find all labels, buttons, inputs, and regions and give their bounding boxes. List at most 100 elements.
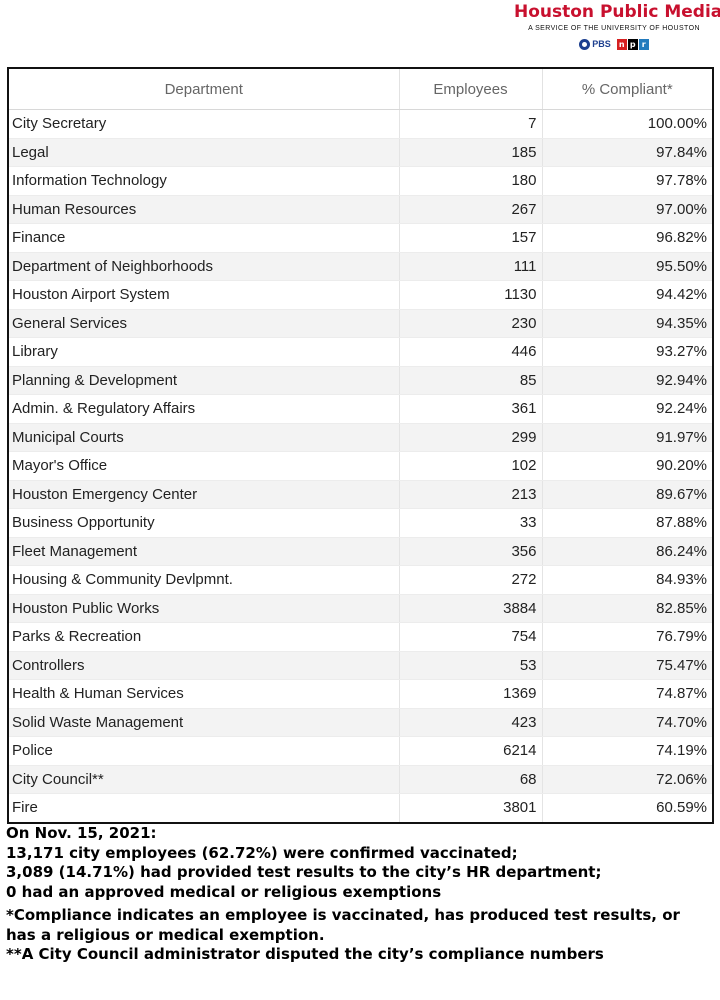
department-cell: Solid Waste Management (9, 708, 400, 737)
npr-letter-r: r (638, 38, 649, 50)
department-cell: City Council** (9, 765, 400, 794)
employees-cell: 423 (399, 708, 543, 737)
npr-logo: n p r (616, 38, 649, 50)
compliant-cell: 90.20% (542, 451, 712, 481)
table-row: Planning & Development 85 92.94% (9, 366, 712, 395)
table-row: Houston Public Works 3884 82.85% (9, 594, 712, 623)
table-row: Solid Waste Management 423 74.70% (9, 708, 712, 737)
department-cell: City Secretary (9, 109, 400, 139)
table-row: City Secretary 7 100.00% (9, 109, 712, 139)
compliant-cell: 72.06% (542, 765, 712, 794)
table-row: Information Technology 180 97.78% (9, 166, 712, 196)
brand-header: Houston Public Media A SERVICE OF THE UN… (514, 2, 720, 51)
compliant-cell: 96.82% (542, 223, 712, 253)
column-header-employees[interactable]: Employees (399, 69, 543, 110)
brand-tagline: A SERVICE OF THE UNIVERSITY OF HOUSTON (528, 25, 700, 32)
department-cell: Library (9, 337, 400, 367)
table-row: Houston Emergency Center 213 89.67% (9, 480, 712, 509)
department-cell: Human Resources (9, 195, 400, 224)
department-cell: Business Opportunity (9, 508, 400, 538)
table-row: Business Opportunity 33 87.88% (9, 508, 712, 538)
table-row: Fire 3801 60.59% (9, 793, 712, 822)
department-cell: Legal (9, 138, 400, 167)
footnote-compliance: *Compliance indicates an employee is vac… (6, 906, 680, 944)
compliant-cell: 87.88% (542, 508, 712, 538)
column-header-department[interactable]: Department (9, 69, 400, 110)
npr-letter-p: p (627, 38, 638, 50)
notes-exemptions: 0 had an approved medical or religious e… (6, 882, 442, 901)
employees-cell: 754 (399, 622, 543, 652)
employees-cell: 446 (399, 337, 543, 367)
table-row: City Council** 68 72.06% (9, 765, 712, 794)
table-header-row: Department Employees % Compliant* (9, 69, 712, 110)
employees-cell: 213 (399, 480, 543, 509)
compliant-cell: 97.78% (542, 166, 712, 196)
employees-cell: 7 (399, 109, 543, 139)
partner-logos: PBS n p r (514, 37, 714, 51)
department-cell: General Services (9, 309, 400, 338)
compliant-cell: 91.97% (542, 423, 712, 452)
department-cell: Houston Public Works (9, 594, 400, 623)
department-cell: Houston Emergency Center (9, 480, 400, 509)
table-row: Housing & Community Devlpmnt. 272 84.93% (9, 565, 712, 595)
notes-date: On Nov. 15, 2021: (6, 824, 157, 842)
department-cell: Fleet Management (9, 537, 400, 566)
table-row: Controllers 53 75.47% (9, 651, 712, 680)
department-cell: Houston Airport System (9, 280, 400, 310)
employees-cell: 361 (399, 394, 543, 424)
summary-notes: On Nov. 15, 2021: 13,171 city employees … (6, 824, 712, 965)
department-cell: Parks & Recreation (9, 622, 400, 652)
notes-vaccinated: 13,171 city employees (62.72%) were conf… (6, 843, 518, 862)
employees-cell: 1369 (399, 679, 543, 709)
compliant-cell: 94.35% (542, 309, 712, 338)
compliant-cell: 97.00% (542, 195, 712, 224)
compliant-cell: 92.24% (542, 394, 712, 424)
column-header-compliant[interactable]: % Compliant* (542, 69, 712, 110)
department-cell: Mayor's Office (9, 451, 400, 481)
compliant-cell: 89.67% (542, 480, 712, 509)
compliant-cell: 84.93% (542, 565, 712, 595)
table-row: Municipal Courts 299 91.97% (9, 423, 712, 452)
compliant-cell: 82.85% (542, 594, 712, 623)
department-cell: Health & Human Services (9, 679, 400, 709)
pbs-wordmark: PBS (592, 39, 611, 49)
employees-cell: 272 (399, 565, 543, 595)
employees-cell: 185 (399, 138, 543, 167)
brand-name: Houston Public Media (514, 2, 720, 22)
employees-cell: 230 (399, 309, 543, 338)
compliant-cell: 76.79% (542, 622, 712, 652)
table-row: General Services 230 94.35% (9, 309, 712, 338)
employees-cell: 356 (399, 537, 543, 566)
department-cell: Department of Neighborhoods (9, 252, 400, 281)
employees-cell: 3801 (399, 793, 543, 822)
table-row: Health & Human Services 1369 74.87% (9, 679, 712, 709)
table-row: Library 446 93.27% (9, 337, 712, 367)
department-cell: Police (9, 736, 400, 766)
employees-cell: 267 (399, 195, 543, 224)
table-row: Mayor's Office 102 90.20% (9, 451, 712, 481)
compliant-cell: 74.19% (542, 736, 712, 766)
employees-cell: 3884 (399, 594, 543, 623)
table-row: Police 6214 74.19% (9, 736, 712, 766)
compliant-cell: 74.87% (542, 679, 712, 709)
compliant-cell: 95.50% (542, 252, 712, 281)
npr-letter-n: n (616, 38, 627, 50)
employees-cell: 299 (399, 423, 543, 452)
employees-cell: 1130 (399, 280, 543, 310)
department-cell: Controllers (9, 651, 400, 680)
employees-cell: 180 (399, 166, 543, 196)
table-row: Admin. & Regulatory Affairs 361 92.24% (9, 394, 712, 424)
compliance-table: Department Employees % Compliant* City S… (7, 67, 714, 824)
notes-tested: 3,089 (14.71%) had provided test results… (6, 863, 602, 881)
compliant-cell: 74.70% (542, 708, 712, 737)
department-cell: Finance (9, 223, 400, 253)
department-cell: Fire (9, 793, 400, 822)
department-cell: Admin. & Regulatory Affairs (9, 394, 400, 424)
employees-cell: 6214 (399, 736, 543, 766)
footnote-city-council: **A City Council administrator disputed … (6, 945, 604, 963)
table-row: Houston Airport System 1130 94.42% (9, 280, 712, 310)
employees-cell: 111 (399, 252, 543, 281)
compliant-cell: 75.47% (542, 651, 712, 680)
table-row: Department of Neighborhoods 111 95.50% (9, 252, 712, 281)
table-row: Finance 157 96.82% (9, 223, 712, 253)
